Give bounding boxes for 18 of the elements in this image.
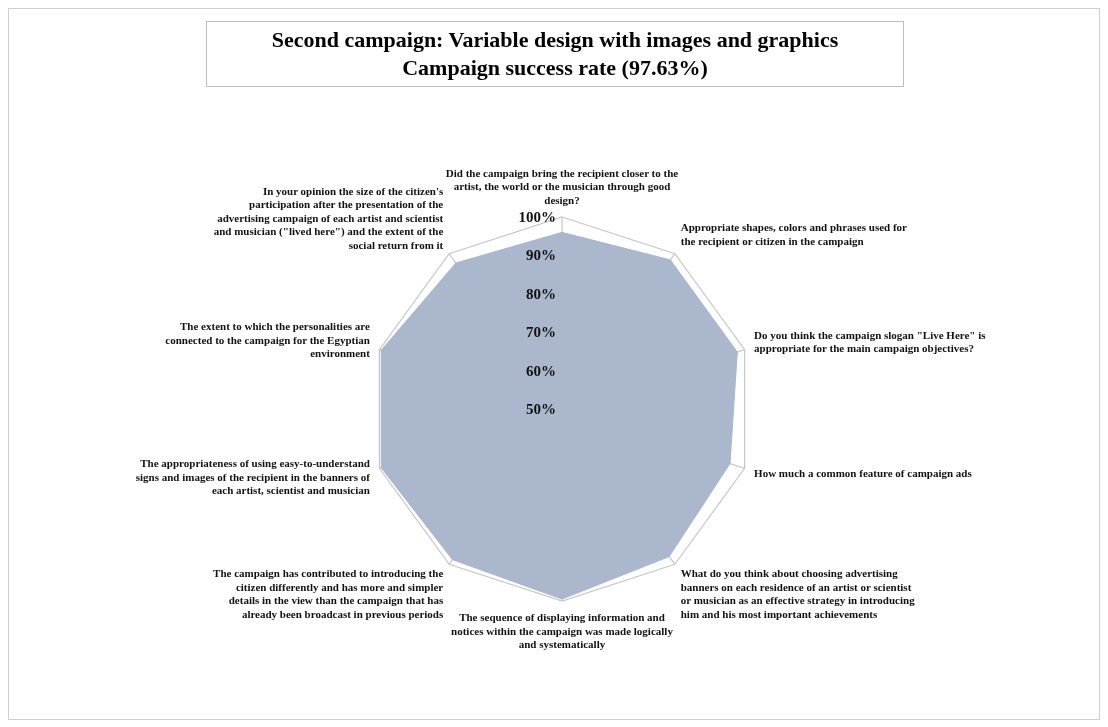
y-tick-label: 90% <box>526 247 556 264</box>
spoke-label: Appropriate shapes, colors and phrases used for the recipient or citizen in the campaign <box>680 221 908 247</box>
y-tick-label: 70% <box>526 324 556 341</box>
chart-subtitle: Campaign success rate (97.63%) <box>401 54 709 82</box>
spoke-label: The extent to which the personalities are connected to the campaign for the Egyptian environment <box>165 320 371 360</box>
y-tick-label: 80% <box>526 285 556 302</box>
spoke-label: The sequence of displaying information and notices within the campaign was made logically and systematically <box>451 611 674 650</box>
spoke-label: In your opinion the size of the citizen's participation after the presentation of the advertising campaign of each artist and scientist and musician ("lived here") and the extent of the social return from it <box>213 184 444 251</box>
spoke-label: What do you think about choosing advertising banners on each residence of an artist or scientist or musician as an effective strategy in introducing him and his most important achievements <box>680 567 916 620</box>
y-tick-label: 60% <box>526 362 556 379</box>
chart-title: Second campaign: Variable design with images and graphics <box>270 26 840 54</box>
spoke-label: Do you think the campaign slogan "Live Here" is appropriate for the main campaign objectives? <box>754 328 987 355</box>
y-tick-label: 50% <box>526 401 556 417</box>
spoke-label: The appropriateness of using easy-to-understand signs and images of the recipient in the banners of each artist, scientist and musician <box>135 457 371 497</box>
y-tick-label: 100% <box>518 209 556 225</box>
spoke-label: Did the campaign bring the recipient closer to the artist, the world or the musician through good design? <box>445 166 679 206</box>
spoke-label: The campaign has contributed to introducing the citizen differently and has more and simpler details in the view than the campaign that has already been broadcast in previous periods <box>213 567 444 620</box>
spoke-label: How much a common feature of campaign ads <box>754 466 973 479</box>
